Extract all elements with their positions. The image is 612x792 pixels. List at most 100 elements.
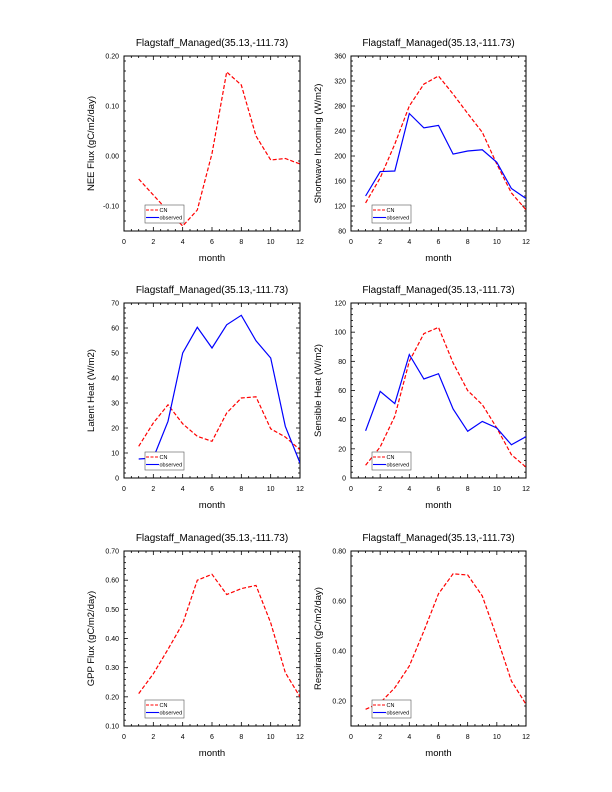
x-tick-label: 0 — [349, 734, 353, 741]
legend-label-cn: CN — [387, 455, 395, 461]
x-tick-label: 4 — [181, 239, 185, 246]
y-tick-label: 0.10 — [105, 104, 119, 111]
x-tick-label: 10 — [267, 239, 275, 246]
panel-1: Flagstaff_Managed(35.13,-111.73) 0 2 4 6 8 10 1… — [86, 38, 304, 264]
y-tick-label: 80 — [338, 229, 346, 236]
x-axis-label: month — [425, 500, 451, 511]
y-axis-label: Shortwave Incoming (W/m2) — [313, 84, 324, 204]
y-tick-label: 0 — [115, 476, 119, 483]
x-tick-label: 8 — [466, 734, 470, 741]
x-tick-label: 8 — [239, 486, 243, 493]
x-tick-label: 0 — [122, 239, 126, 246]
y-tick-label: 240 — [334, 129, 346, 136]
y-tick-label: 0.20 — [105, 54, 119, 61]
y-tick-label: 20 — [338, 446, 346, 453]
legend-box — [144, 204, 185, 224]
y-axis-label: Sensible Heat (W/m2) — [313, 344, 324, 437]
legend: CN observed — [371, 204, 412, 224]
legend: CN observed — [371, 699, 412, 719]
series-line-observed — [138, 314, 300, 464]
x-tick-label: 0 — [122, 734, 126, 741]
legend: CN observed — [371, 451, 412, 471]
y-tick-label: 60 — [338, 388, 346, 395]
y-tick-label: 0.60 — [332, 599, 346, 606]
panel-title: Flagstaff_Managed(35.13,-111.73) — [362, 38, 514, 49]
x-tick-label: 4 — [181, 486, 185, 493]
x-tick-label: 10 — [493, 486, 501, 493]
panel-title: Flagstaff_Managed(35.13,-111.73) — [136, 533, 288, 544]
y-tick-label: 0.50 — [105, 607, 119, 614]
y-tick-label: 100 — [334, 330, 346, 337]
panel-4: Flagstaff_Managed(35.13,-111.73) 0 2 4 6 8 10 1… — [313, 285, 530, 511]
legend-label-cn: CN — [160, 208, 168, 214]
y-tick-label: 0.10 — [105, 724, 119, 731]
x-tick-label: 2 — [151, 239, 155, 246]
legend: CN observed — [144, 204, 185, 224]
series-line-cn — [365, 326, 526, 468]
y-tick-label: 60 — [111, 326, 119, 333]
y-tick-label: 200 — [334, 154, 346, 161]
y-tick-label: 80 — [338, 359, 346, 366]
series-line-cn — [138, 573, 300, 698]
legend: CN observed — [144, 451, 185, 471]
legend-label-observed: observed — [160, 463, 183, 469]
legend-label-observed: observed — [160, 216, 183, 222]
y-axis-label: Latent Heat (W/m2) — [86, 349, 97, 432]
x-tick-label: 6 — [437, 486, 441, 493]
legend-label-cn: CN — [160, 455, 168, 461]
legend-box — [144, 451, 185, 471]
series-line-observed — [365, 112, 526, 199]
y-tick-label: 0.80 — [332, 549, 346, 556]
x-axis-label: month — [425, 253, 451, 264]
y-tick-label: 120 — [334, 301, 346, 308]
y-tick-label: 280 — [334, 104, 346, 111]
x-axis-label: month — [425, 748, 451, 759]
x-tick-label: 2 — [151, 734, 155, 741]
y-tick-label: 0.20 — [332, 699, 346, 706]
y-tick-label: 120 — [334, 204, 346, 211]
x-tick-label: 6 — [210, 239, 214, 246]
y-tick-label: 160 — [334, 179, 346, 186]
series-line-cn — [365, 75, 526, 211]
legend-label-cn: CN — [387, 208, 395, 214]
x-tick-label: 4 — [407, 486, 411, 493]
legend-label-observed: observed — [160, 711, 183, 717]
x-tick-label: 2 — [378, 486, 382, 493]
y-tick-label: 50 — [111, 351, 119, 358]
series-line-cn — [138, 396, 300, 451]
panel-title: Flagstaff_Managed(35.13,-111.73) — [362, 285, 514, 296]
y-axis-label: NEE Flux (gC/m2/day) — [86, 96, 97, 191]
x-tick-label: 10 — [267, 734, 275, 741]
legend-box — [371, 204, 412, 224]
y-tick-label: 0.30 — [105, 665, 119, 672]
y-tick-label: 0.40 — [105, 636, 119, 643]
x-tick-label: 2 — [378, 734, 382, 741]
y-tick-label: 40 — [111, 376, 119, 383]
legend-label-cn: CN — [387, 703, 395, 709]
legend: CN observed — [144, 699, 185, 719]
y-axis-label: Respiration (gC/m2/day) — [313, 587, 324, 690]
x-tick-label: 0 — [349, 486, 353, 493]
x-tick-label: 12 — [522, 486, 530, 493]
x-axis-label: month — [199, 748, 225, 759]
panel-2: Flagstaff_Managed(35.13,-111.73) 0 2 4 6 8 10 1… — [313, 38, 530, 264]
y-tick-label: 0.40 — [332, 649, 346, 656]
y-tick-label: 70 — [111, 301, 119, 308]
x-tick-label: 6 — [210, 734, 214, 741]
x-tick-label: 0 — [122, 486, 126, 493]
x-tick-label: 8 — [239, 239, 243, 246]
panel-title: Flagstaff_Managed(35.13,-111.73) — [136, 38, 288, 49]
x-tick-label: 6 — [210, 486, 214, 493]
legend-label-observed: observed — [387, 711, 410, 717]
y-tick-label: 20 — [111, 426, 119, 433]
x-tick-label: 10 — [493, 239, 501, 246]
x-tick-label: 12 — [522, 239, 530, 246]
y-tick-label: 0.20 — [105, 694, 119, 701]
x-tick-label: 8 — [239, 734, 243, 741]
series-line-observed — [365, 353, 526, 446]
x-tick-label: 8 — [466, 239, 470, 246]
panel-title: Flagstaff_Managed(35.13,-111.73) — [136, 285, 288, 296]
panel-title: Flagstaff_Managed(35.13,-111.73) — [362, 533, 514, 544]
x-tick-label: 12 — [296, 486, 304, 493]
